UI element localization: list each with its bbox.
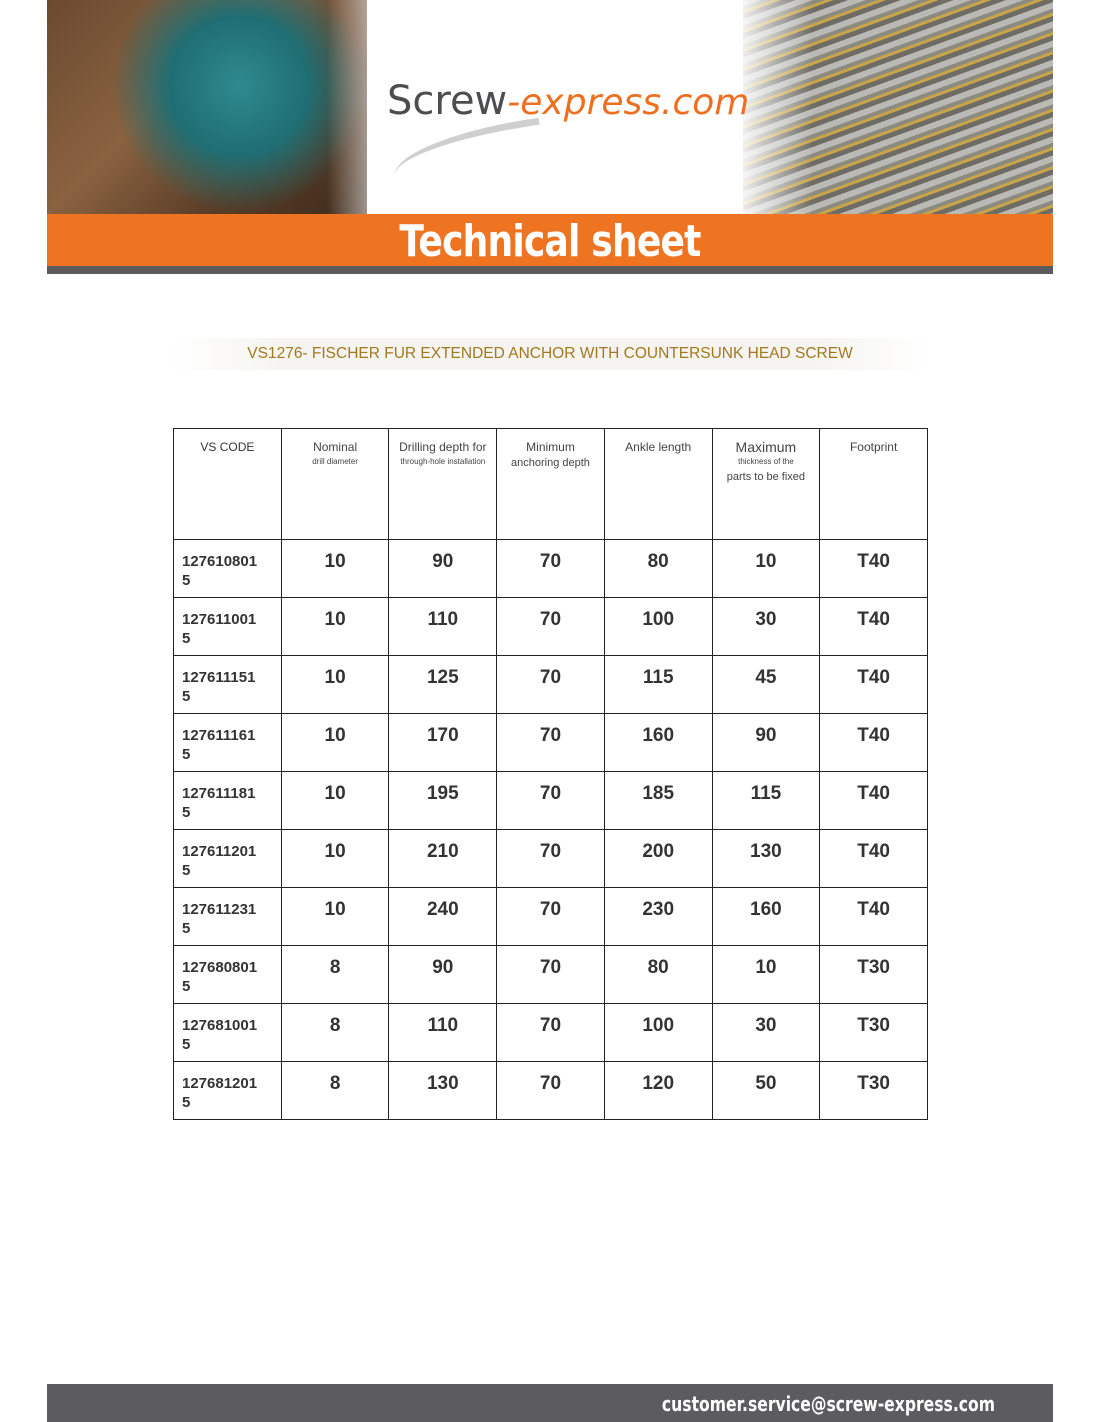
vs-code-cell: 127610801 5 bbox=[173, 539, 282, 598]
table-cell: 210 bbox=[388, 829, 498, 888]
title-bar: Technical sheet bbox=[47, 214, 1053, 267]
vs-code-cell: 127611181 5 bbox=[173, 771, 282, 830]
table-cell: 10 bbox=[280, 713, 390, 772]
table-cell: 10 bbox=[711, 945, 821, 1004]
table-cell: 160 bbox=[603, 713, 713, 772]
table-cell: 90 bbox=[711, 713, 821, 772]
table-cell: 10 bbox=[280, 539, 390, 598]
table-cell: T30 bbox=[819, 945, 928, 1004]
table-cell: 8 bbox=[280, 1003, 390, 1062]
banner-title: Technical sheet bbox=[399, 216, 701, 267]
column-header: Nominal drill diameter bbox=[280, 428, 390, 540]
table-cell: 115 bbox=[711, 771, 821, 830]
table-cell: 70 bbox=[496, 655, 605, 714]
table-cell: 70 bbox=[496, 1061, 605, 1120]
table-cell: 200 bbox=[603, 829, 713, 888]
column-header: Maximum thickness of the parts to be fixed bbox=[711, 428, 821, 540]
table-cell: 130 bbox=[711, 829, 821, 888]
table-cell: 110 bbox=[388, 1003, 498, 1062]
table-cell: 80 bbox=[603, 539, 713, 598]
contact-email[interactable]: customer.service@screw-express.com bbox=[661, 1392, 995, 1416]
vs-code-cell: 127611201 5 bbox=[173, 829, 282, 888]
table-cell: 160 bbox=[711, 887, 821, 946]
table-cell: T40 bbox=[819, 655, 928, 714]
table-cell: 50 bbox=[711, 1061, 821, 1120]
column-header: Ankle length bbox=[603, 428, 713, 540]
table-row: 127611231 5 10 240 70 230 160 T40 bbox=[173, 887, 928, 946]
column-header: VS CODE bbox=[173, 428, 282, 540]
column-header: Minimum anchoring depth bbox=[496, 428, 605, 540]
screws-photo bbox=[733, 0, 1053, 214]
vs-code-cell: 127681001 5 bbox=[173, 1003, 282, 1062]
header-banner: Screw-express.com bbox=[47, 0, 1053, 214]
table-cell: 10 bbox=[280, 597, 390, 656]
table-cell: 70 bbox=[496, 713, 605, 772]
table-row: 127611181 5 10 195 70 185 115 T40 bbox=[173, 771, 928, 830]
vs-code-cell: 127611161 5 bbox=[173, 713, 282, 772]
table-cell: 70 bbox=[496, 771, 605, 830]
table-cell: 70 bbox=[496, 597, 605, 656]
table-cell: T30 bbox=[819, 1003, 928, 1062]
vs-code-cell: 127680801 5 bbox=[173, 945, 282, 1004]
table-row: 127611001 5 10 110 70 100 30 T40 bbox=[173, 597, 928, 656]
table-cell: 10 bbox=[711, 539, 821, 598]
table-cell: 30 bbox=[711, 1003, 821, 1062]
table-cell: T40 bbox=[819, 539, 928, 598]
table-cell: 8 bbox=[280, 945, 390, 1004]
vs-code-cell: 127611231 5 bbox=[173, 887, 282, 946]
vs-code-cell: 127611151 5 bbox=[173, 655, 282, 714]
table-cell: T40 bbox=[819, 771, 928, 830]
footer: customer.service@screw-express.com bbox=[47, 1384, 1053, 1422]
divider bbox=[47, 266, 1053, 274]
product-title: VS1276- FISCHER FUR EXTENDED ANCHOR WITH… bbox=[170, 338, 930, 370]
spec-table: VS CODE Nominal drill diameter Drilling dep… bbox=[173, 428, 928, 1120]
table-cell: 130 bbox=[388, 1061, 498, 1120]
table-cell: 70 bbox=[496, 1003, 605, 1062]
table-cell: 100 bbox=[603, 597, 713, 656]
table-cell: 80 bbox=[603, 945, 713, 1004]
table-cell: 70 bbox=[496, 945, 605, 1004]
table-row: 127611161 5 10 170 70 160 90 T40 bbox=[173, 713, 928, 772]
table-cell: 115 bbox=[603, 655, 713, 714]
table-cell: 10 bbox=[280, 887, 390, 946]
table-cell: 230 bbox=[603, 887, 713, 946]
table-cell: 70 bbox=[496, 539, 605, 598]
table-cell: 30 bbox=[711, 597, 821, 656]
table-cell: 10 bbox=[280, 829, 390, 888]
table-cell: 70 bbox=[496, 887, 605, 946]
table-cell: 10 bbox=[280, 771, 390, 830]
table-row: 127611151 5 10 125 70 115 45 T40 bbox=[173, 655, 928, 714]
table-cell: T40 bbox=[819, 829, 928, 888]
logo-swoosh bbox=[390, 117, 544, 176]
table-row: 127610801 5 10 90 70 80 10 T40 bbox=[173, 539, 928, 598]
table-row: 127681001 5 8 110 70 100 30 T30 bbox=[173, 1003, 928, 1062]
table-row: 127680801 5 8 90 70 80 10 T30 bbox=[173, 945, 928, 1004]
table-cell: 90 bbox=[388, 945, 498, 1004]
table-cell: 195 bbox=[388, 771, 498, 830]
table-row: 127611201 5 10 210 70 200 130 T40 bbox=[173, 829, 928, 888]
table-cell: 125 bbox=[388, 655, 498, 714]
table-cell: 8 bbox=[280, 1061, 390, 1120]
table-cell: 185 bbox=[603, 771, 713, 830]
table-cell: 170 bbox=[388, 713, 498, 772]
table-cell: T40 bbox=[819, 597, 928, 656]
table-cell: 70 bbox=[496, 829, 605, 888]
table-cell: 110 bbox=[388, 597, 498, 656]
logo: Screw-express.com bbox=[387, 78, 750, 124]
table-cell: 90 bbox=[388, 539, 498, 598]
table-cell: T30 bbox=[819, 1061, 928, 1120]
table-cell: T40 bbox=[819, 713, 928, 772]
table-cell: 240 bbox=[388, 887, 498, 946]
table-cell: 45 bbox=[711, 655, 821, 714]
column-header: Drilling depth for through-hole installat… bbox=[388, 428, 498, 540]
table-cell: T40 bbox=[819, 887, 928, 946]
table-cell: 10 bbox=[280, 655, 390, 714]
table-row: 127681201 5 8 130 70 120 50 T30 bbox=[173, 1061, 928, 1120]
column-header: Footprint bbox=[819, 428, 928, 540]
table-cell: 120 bbox=[603, 1061, 713, 1120]
vs-code-cell: 127611001 5 bbox=[173, 597, 282, 656]
tools-photo bbox=[47, 0, 407, 214]
vs-code-cell: 127681201 5 bbox=[173, 1061, 282, 1120]
table-cell: 100 bbox=[603, 1003, 713, 1062]
